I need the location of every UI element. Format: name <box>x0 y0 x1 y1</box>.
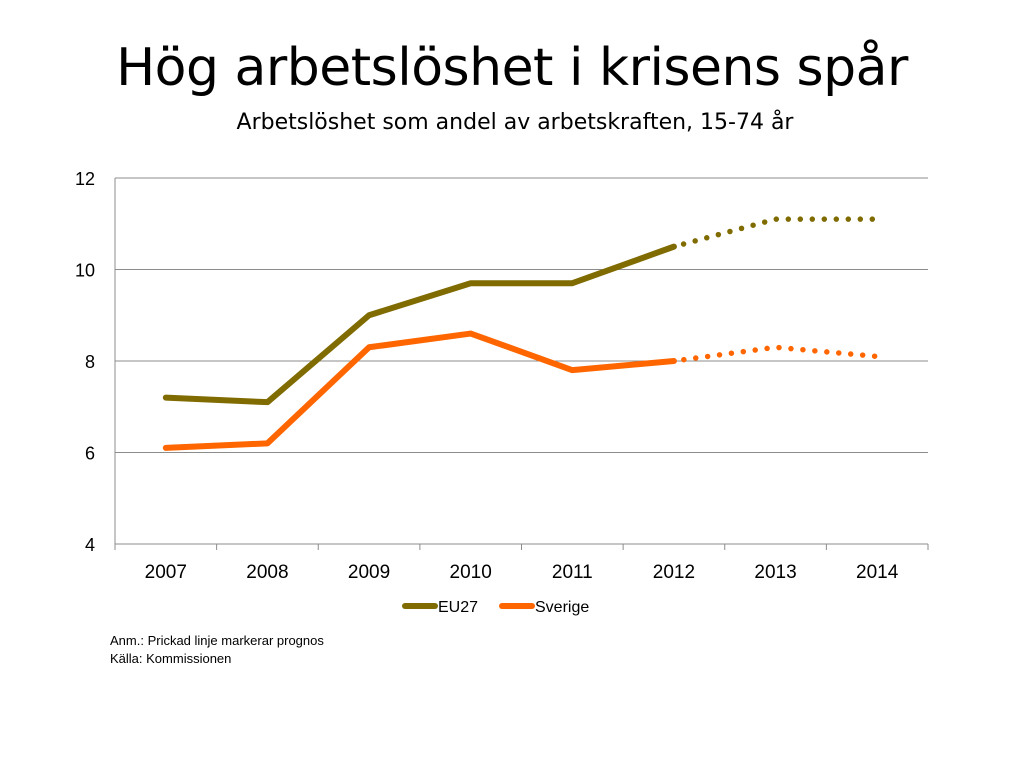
y-tick-label: 4 <box>85 535 95 555</box>
x-tick-label: 2009 <box>348 562 390 583</box>
y-tick-label: 10 <box>75 261 95 281</box>
x-tick-label: 2010 <box>450 562 492 583</box>
slide-subtitle: Arbetslöshet som andel av arbetskraften,… <box>236 110 794 135</box>
slide-title: Hög arbetslöshet i krisens spår <box>116 38 908 98</box>
x-tick-label: 2013 <box>754 562 796 583</box>
y-tick-label: 6 <box>85 444 95 464</box>
y-tick-label: 12 <box>75 169 95 189</box>
x-tick-label: 2007 <box>145 562 187 583</box>
x-tick-label: 2014 <box>856 562 899 583</box>
series-forecast-eu27 <box>671 216 880 250</box>
series-line-eu27 <box>162 243 677 406</box>
legend-label-eu27: EU27 <box>438 599 478 616</box>
y-tick-label: 8 <box>85 352 95 372</box>
series-line-sverige <box>162 330 677 451</box>
x-tick-label: 2008 <box>246 562 288 583</box>
forecast-note: Anm.: Prickad linje markerar prognos <box>110 633 324 648</box>
x-tick-label: 2011 <box>552 562 593 583</box>
legend-label-sverige: Sverige <box>535 599 589 616</box>
series-forecast-sverige <box>671 344 880 364</box>
source-note: Källa: Kommissionen <box>110 651 232 666</box>
x-tick-label: 2012 <box>653 562 695 583</box>
